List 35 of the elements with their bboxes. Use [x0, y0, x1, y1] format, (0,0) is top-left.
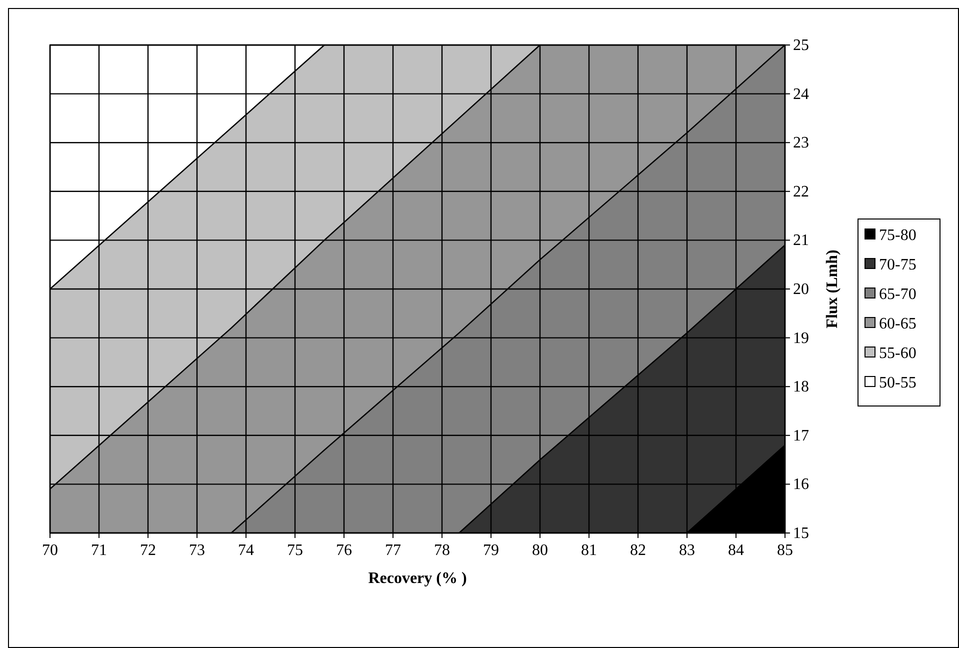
legend-label: 50-55 — [879, 374, 916, 392]
y-tick-label: 21 — [793, 232, 809, 250]
y-tick-label: 19 — [793, 330, 809, 347]
x-tick-label: 75 — [287, 542, 303, 559]
x-tick-label: 82 — [630, 542, 646, 559]
y-tick-label: 22 — [793, 183, 809, 200]
legend-label: 60-65 — [879, 316, 916, 332]
x-tick-label: 83 — [679, 542, 695, 559]
legend-label: 70-75 — [879, 256, 916, 274]
x-tick-label: 85 — [777, 542, 793, 559]
y-tick-label: 23 — [793, 134, 809, 152]
y-tick-label: 20 — [793, 281, 809, 298]
y-tick-label: 16 — [793, 476, 809, 494]
x-tick-label: 79 — [483, 542, 499, 559]
x-tick-label: 72 — [140, 542, 156, 559]
x-tick-label: 84 — [728, 542, 744, 559]
x-tick-label: 73 — [189, 542, 205, 559]
y-tick-label: 15 — [793, 525, 809, 542]
y-tick-label: 17 — [793, 427, 809, 444]
x-tick-label: 80 — [532, 542, 548, 559]
x-axis-title: Recovery (% ) — [368, 570, 467, 587]
x-tick-label: 71 — [91, 542, 107, 559]
y-tick-label: 25 — [793, 37, 809, 54]
x-tick-label: 76 — [336, 542, 352, 559]
x-tick-label: 78 — [434, 542, 450, 559]
y-tick-label: 18 — [793, 378, 809, 396]
x-tick-label: 77 — [385, 542, 401, 559]
legend-label: 65-70 — [879, 286, 916, 303]
legend-label: 75-80 — [879, 227, 916, 244]
y-tick-label: 24 — [793, 86, 809, 103]
x-tick-label: 81 — [581, 542, 597, 559]
x-tick-label: 70 — [42, 542, 58, 559]
y-axis-title: Flux (Lmh) — [824, 250, 841, 328]
x-tick-label: 74 — [238, 542, 254, 559]
legend-label: 55-60 — [879, 345, 916, 362]
